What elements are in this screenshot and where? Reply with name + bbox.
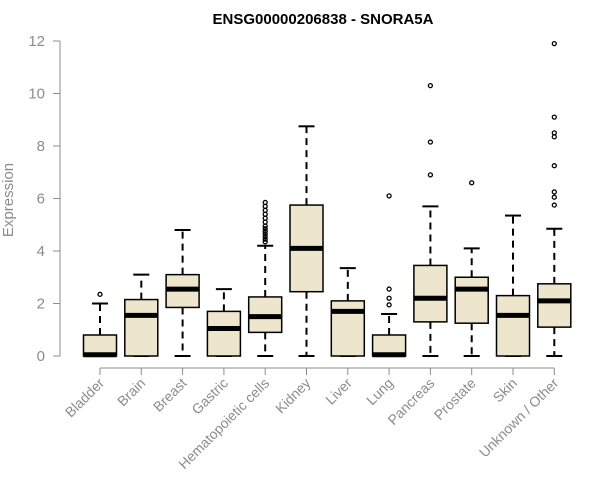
x-tick-label: Kidney: [272, 375, 314, 417]
outlier-point: [427, 172, 434, 178]
x-tick-label: Liver: [322, 375, 355, 408]
outlier-point: [551, 202, 557, 208]
box-prostate: [454, 180, 489, 357]
iqr-box: [124, 298, 159, 357]
outlier-point: [262, 236, 268, 242]
box-gastric: [206, 288, 242, 357]
x-tick-label: Breast: [150, 375, 190, 415]
iqr-box: [454, 276, 489, 324]
outlier-point: [551, 40, 557, 47]
outlier-point: [262, 226, 268, 232]
x-tick-label: Bladder: [62, 375, 108, 421]
box-kidney: [289, 125, 324, 357]
outlier-point: [97, 291, 103, 297]
y-tick-label: 2: [37, 296, 45, 313]
iqr-box: [495, 294, 531, 357]
outlier-point: [427, 139, 434, 145]
y-tick-label: 0: [37, 348, 45, 365]
x-tick-label: Lung: [363, 375, 396, 408]
outlier-point: [262, 199, 268, 206]
outlier-point: [262, 228, 268, 234]
y-tick-label: 12: [28, 33, 45, 50]
box-brain: [124, 273, 159, 357]
box-liver: [330, 267, 366, 357]
box-lung: [371, 193, 407, 358]
outlier-point: [262, 231, 268, 237]
outlier-point: [427, 82, 434, 89]
outlier-point: [551, 194, 557, 200]
box-hematopoietic-cells: [247, 199, 283, 357]
outlier-point: [551, 130, 557, 136]
outlier-point: [551, 163, 557, 169]
y-tick-label: 8: [37, 138, 45, 155]
box-breast: [165, 229, 200, 357]
outlier-point: [551, 189, 557, 195]
box-pancreas: [413, 82, 448, 357]
y-axis-label: Expression: [0, 163, 17, 237]
y-tick-label: 6: [37, 191, 45, 208]
box-skin: [495, 214, 531, 357]
outlier-point: [469, 180, 475, 186]
outlier-point: [551, 114, 557, 120]
outlier-point: [386, 302, 392, 308]
box-unknown-other: [537, 40, 572, 357]
x-tick-label: Brain: [114, 375, 148, 409]
outlier-point: [386, 295, 392, 301]
y-tick-label: 10: [28, 86, 45, 103]
box-bladder: [82, 291, 118, 358]
outlier-point: [386, 193, 392, 199]
outlier-point: [262, 233, 268, 240]
outlier-point: [262, 239, 268, 245]
y-tick-label: 4: [37, 243, 45, 260]
outlier-point: [386, 286, 392, 292]
x-tick-label: Skin: [490, 375, 521, 406]
boxes: [82, 40, 572, 358]
iqr-box: [537, 283, 572, 328]
chart-title: ENSG00000206838 - SNORA5A: [213, 11, 434, 28]
x-tick-label: Prostate: [431, 375, 479, 423]
y-axis: 0 2 4 6 8 10 12: [28, 33, 61, 365]
iqr-box: [206, 310, 242, 357]
iqr-box: [413, 264, 448, 323]
